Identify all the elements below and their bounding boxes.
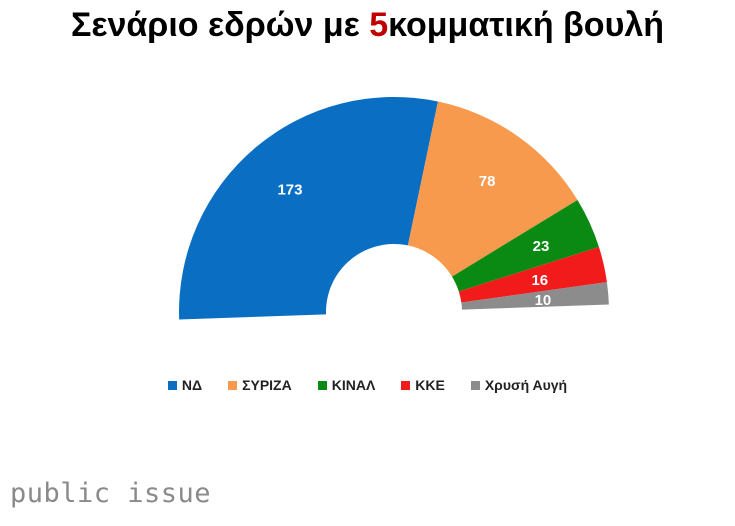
data-label-νδ: 173 (277, 181, 302, 198)
slice-συριζα (407, 101, 578, 277)
title-prefix: Σενάριο εδρών με (70, 6, 370, 44)
legend-swatch (167, 380, 177, 390)
parliament-semicircle-chart: 173 78 23 16 10 (179, 97, 609, 320)
data-label-συριζα: 78 (479, 173, 496, 190)
legend-swatch (228, 380, 238, 390)
legend-swatch (401, 380, 411, 390)
legend-swatch (317, 380, 327, 390)
legend-item-κιναλ: ΚΙΝΑΛ (317, 377, 376, 393)
slice-κκε (458, 246, 607, 303)
chart-title: Σενάριο εδρών με 5κομματική βουλή (0, 6, 735, 45)
legend-item-νδ: ΝΔ (167, 377, 203, 393)
chart-legend: ΝΔ ΣΥΡΙΖΑ ΚΙΝΑΛ ΚΚΕ Χρυσή Αυγή (0, 377, 735, 393)
title-accent: 5 (369, 6, 389, 44)
data-label-κιναλ: 23 (533, 238, 550, 255)
slice-labels-group: 173 78 23 16 10 (277, 173, 551, 309)
slice-νδ (179, 97, 438, 320)
legend-label: ΣΥΡΙΖΑ (242, 377, 292, 393)
legend-label: Χρυσή Αυγή (484, 377, 568, 393)
legend-label: ΚΙΝΑΛ (331, 377, 376, 393)
legend-item-συριζα: ΣΥΡΙΖΑ (228, 377, 292, 393)
title-suffix: κομματική βουλή (388, 6, 665, 44)
data-label-κκε: 16 (531, 272, 548, 289)
slices-group (179, 97, 609, 320)
legend-label: ΚΚΕ (415, 377, 445, 393)
legend-item-χρυσή-αυγή: Χρυσή Αυγή (470, 377, 568, 393)
slice-κιναλ (452, 199, 599, 292)
legend-label: ΝΔ (181, 377, 203, 393)
source-logo: public issue (10, 478, 212, 509)
data-label-χρυσή-αυγή: 10 (535, 292, 552, 309)
legend-swatch (470, 380, 480, 390)
slice-χρυσή-αυγή (461, 282, 609, 310)
legend-item-κκε: ΚΚΕ (401, 377, 445, 393)
